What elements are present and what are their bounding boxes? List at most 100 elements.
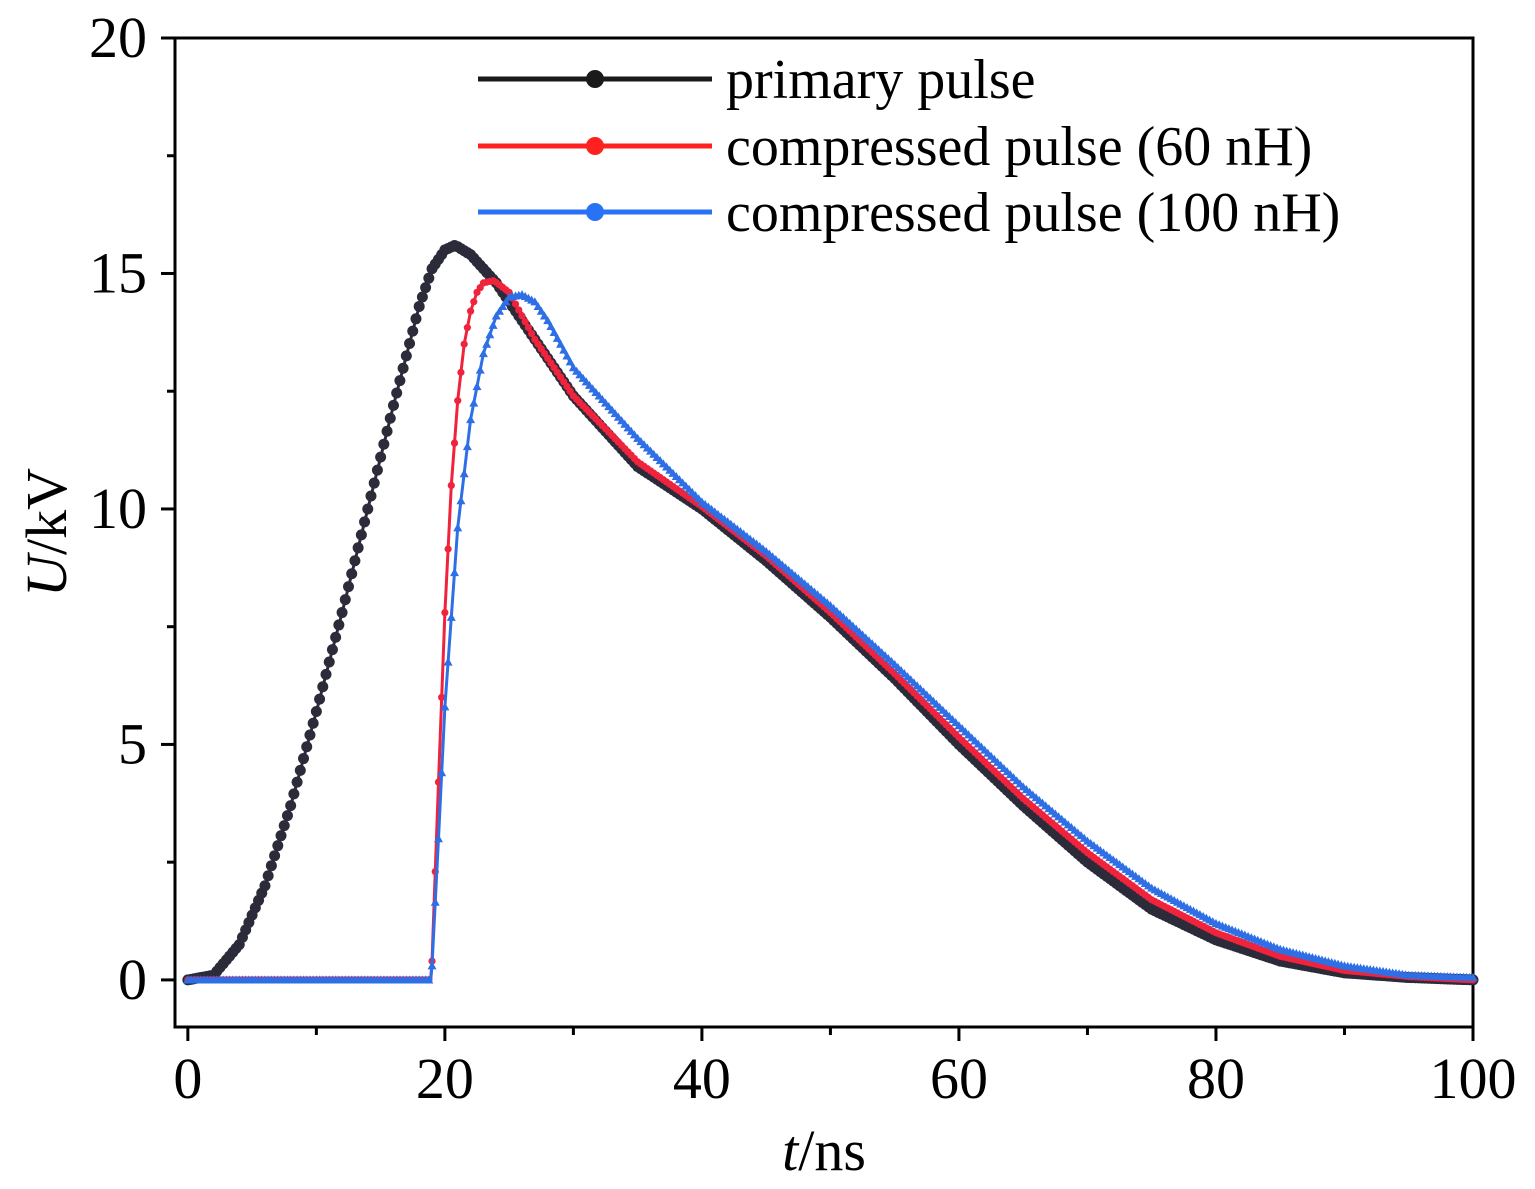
y-tick-label: 0 bbox=[118, 947, 147, 1012]
x-tick-label: 80 bbox=[1187, 1046, 1245, 1111]
data-point-marker bbox=[530, 297, 540, 306]
data-point-marker bbox=[269, 850, 281, 862]
data-point-marker bbox=[459, 469, 469, 478]
data-point-marker bbox=[562, 351, 572, 360]
data-point-marker bbox=[472, 382, 482, 391]
y-axis-title-unit: /kV bbox=[14, 468, 79, 555]
data-point-marker bbox=[330, 631, 342, 643]
data-point-marker bbox=[450, 568, 460, 577]
data-point-marker bbox=[339, 594, 351, 606]
data-point-marker bbox=[482, 339, 492, 348]
data-point-marker bbox=[453, 523, 463, 532]
data-point-marker bbox=[1468, 973, 1478, 982]
x-axis-title-unit: /ns bbox=[798, 1118, 866, 1183]
y-axis-title: U/kV bbox=[14, 468, 79, 597]
x-tick-label: 40 bbox=[673, 1046, 731, 1111]
data-point-marker bbox=[310, 705, 322, 717]
legend-label-60nh: compressed pulse (60 nH) bbox=[726, 116, 1312, 178]
data-point-marker bbox=[565, 357, 575, 366]
series-2 bbox=[183, 290, 1478, 984]
data-point-marker bbox=[397, 362, 409, 374]
data-point-marker bbox=[314, 693, 326, 705]
data-point-marker bbox=[478, 349, 488, 358]
legend: primary pulse compressed pulse (60 nH) c… bbox=[478, 49, 1340, 244]
data-point-marker bbox=[424, 975, 434, 984]
data-point-marker bbox=[462, 442, 472, 451]
data-point-marker bbox=[546, 321, 556, 331]
data-point-marker bbox=[320, 668, 332, 680]
data-point-marker bbox=[511, 300, 520, 308]
data-point-marker bbox=[304, 729, 316, 741]
y-tick-label: 20 bbox=[89, 5, 147, 70]
data-point-marker bbox=[352, 542, 364, 554]
data-point-marker bbox=[294, 764, 306, 776]
data-point-marker bbox=[521, 318, 529, 326]
data-point-marker bbox=[518, 312, 526, 320]
data-point-marker bbox=[549, 327, 559, 336]
series-layer bbox=[182, 240, 1479, 986]
data-point-marker bbox=[336, 607, 348, 619]
data-point-marker bbox=[443, 657, 453, 666]
data-point-marker bbox=[275, 830, 287, 842]
legend-label-100nh: compressed pulse (100 nH) bbox=[726, 182, 1340, 244]
y-tick-label: 15 bbox=[89, 240, 147, 305]
data-point-marker bbox=[485, 330, 495, 339]
data-point-marker bbox=[384, 412, 396, 424]
data-point-marker bbox=[495, 306, 504, 315]
legend-swatch-marker bbox=[586, 137, 604, 155]
data-point-marker bbox=[394, 375, 406, 387]
data-point-marker bbox=[410, 313, 422, 325]
legend-swatch-marker bbox=[586, 203, 604, 221]
data-point-marker bbox=[437, 768, 447, 777]
x-axis-title-variable: t bbox=[782, 1118, 800, 1183]
data-point-marker bbox=[470, 298, 478, 306]
data-point-marker bbox=[381, 425, 393, 437]
data-point-marker bbox=[355, 529, 367, 541]
y-tick-label: 10 bbox=[89, 476, 147, 541]
legend-entry-primary: primary pulse bbox=[478, 49, 1035, 111]
data-point-marker bbox=[440, 702, 450, 711]
x-tick-label: 60 bbox=[930, 1046, 988, 1111]
data-point-marker bbox=[444, 545, 452, 553]
data-point-marker bbox=[447, 481, 455, 490]
data-point-marker bbox=[515, 306, 523, 314]
data-point-marker bbox=[288, 788, 300, 800]
data-point-marker bbox=[307, 717, 319, 729]
data-point-marker bbox=[420, 282, 432, 294]
x-axis-title: t/ns bbox=[782, 1118, 866, 1183]
x-tick-label: 100 bbox=[1430, 1046, 1517, 1111]
y-tick-label: 5 bbox=[118, 711, 147, 776]
data-point-marker bbox=[559, 345, 569, 354]
data-point-marker bbox=[423, 272, 435, 284]
data-point-marker bbox=[505, 288, 513, 296]
data-point-marker bbox=[349, 555, 361, 567]
data-point-marker bbox=[265, 860, 277, 872]
data-point-marker bbox=[391, 387, 403, 399]
legend-label-primary: primary pulse bbox=[726, 49, 1035, 111]
data-point-marker bbox=[333, 619, 345, 631]
data-point-marker bbox=[469, 398, 479, 407]
data-point-marker bbox=[454, 397, 462, 405]
data-point-marker bbox=[460, 340, 468, 348]
data-point-marker bbox=[430, 897, 440, 906]
data-point-marker bbox=[378, 438, 390, 450]
data-point-marker bbox=[291, 776, 303, 788]
data-point-marker bbox=[323, 656, 335, 668]
data-point-marker bbox=[413, 300, 425, 312]
data-point-marker bbox=[466, 414, 476, 424]
data-point-marker bbox=[498, 301, 508, 311]
data-point-marker bbox=[298, 753, 310, 765]
data-point-marker bbox=[456, 496, 466, 505]
data-point-marker bbox=[501, 297, 511, 306]
data-point-marker bbox=[475, 365, 485, 374]
data-point-marker bbox=[416, 291, 428, 303]
plot-area-frame bbox=[173, 36, 1475, 1029]
data-point-marker bbox=[359, 516, 371, 528]
data-point-marker bbox=[407, 325, 419, 337]
data-point-marker bbox=[342, 581, 354, 593]
data-point-marker bbox=[404, 338, 416, 350]
data-point-marker bbox=[441, 608, 449, 617]
legend-entry-100nh: compressed pulse (100 nH) bbox=[478, 182, 1340, 244]
